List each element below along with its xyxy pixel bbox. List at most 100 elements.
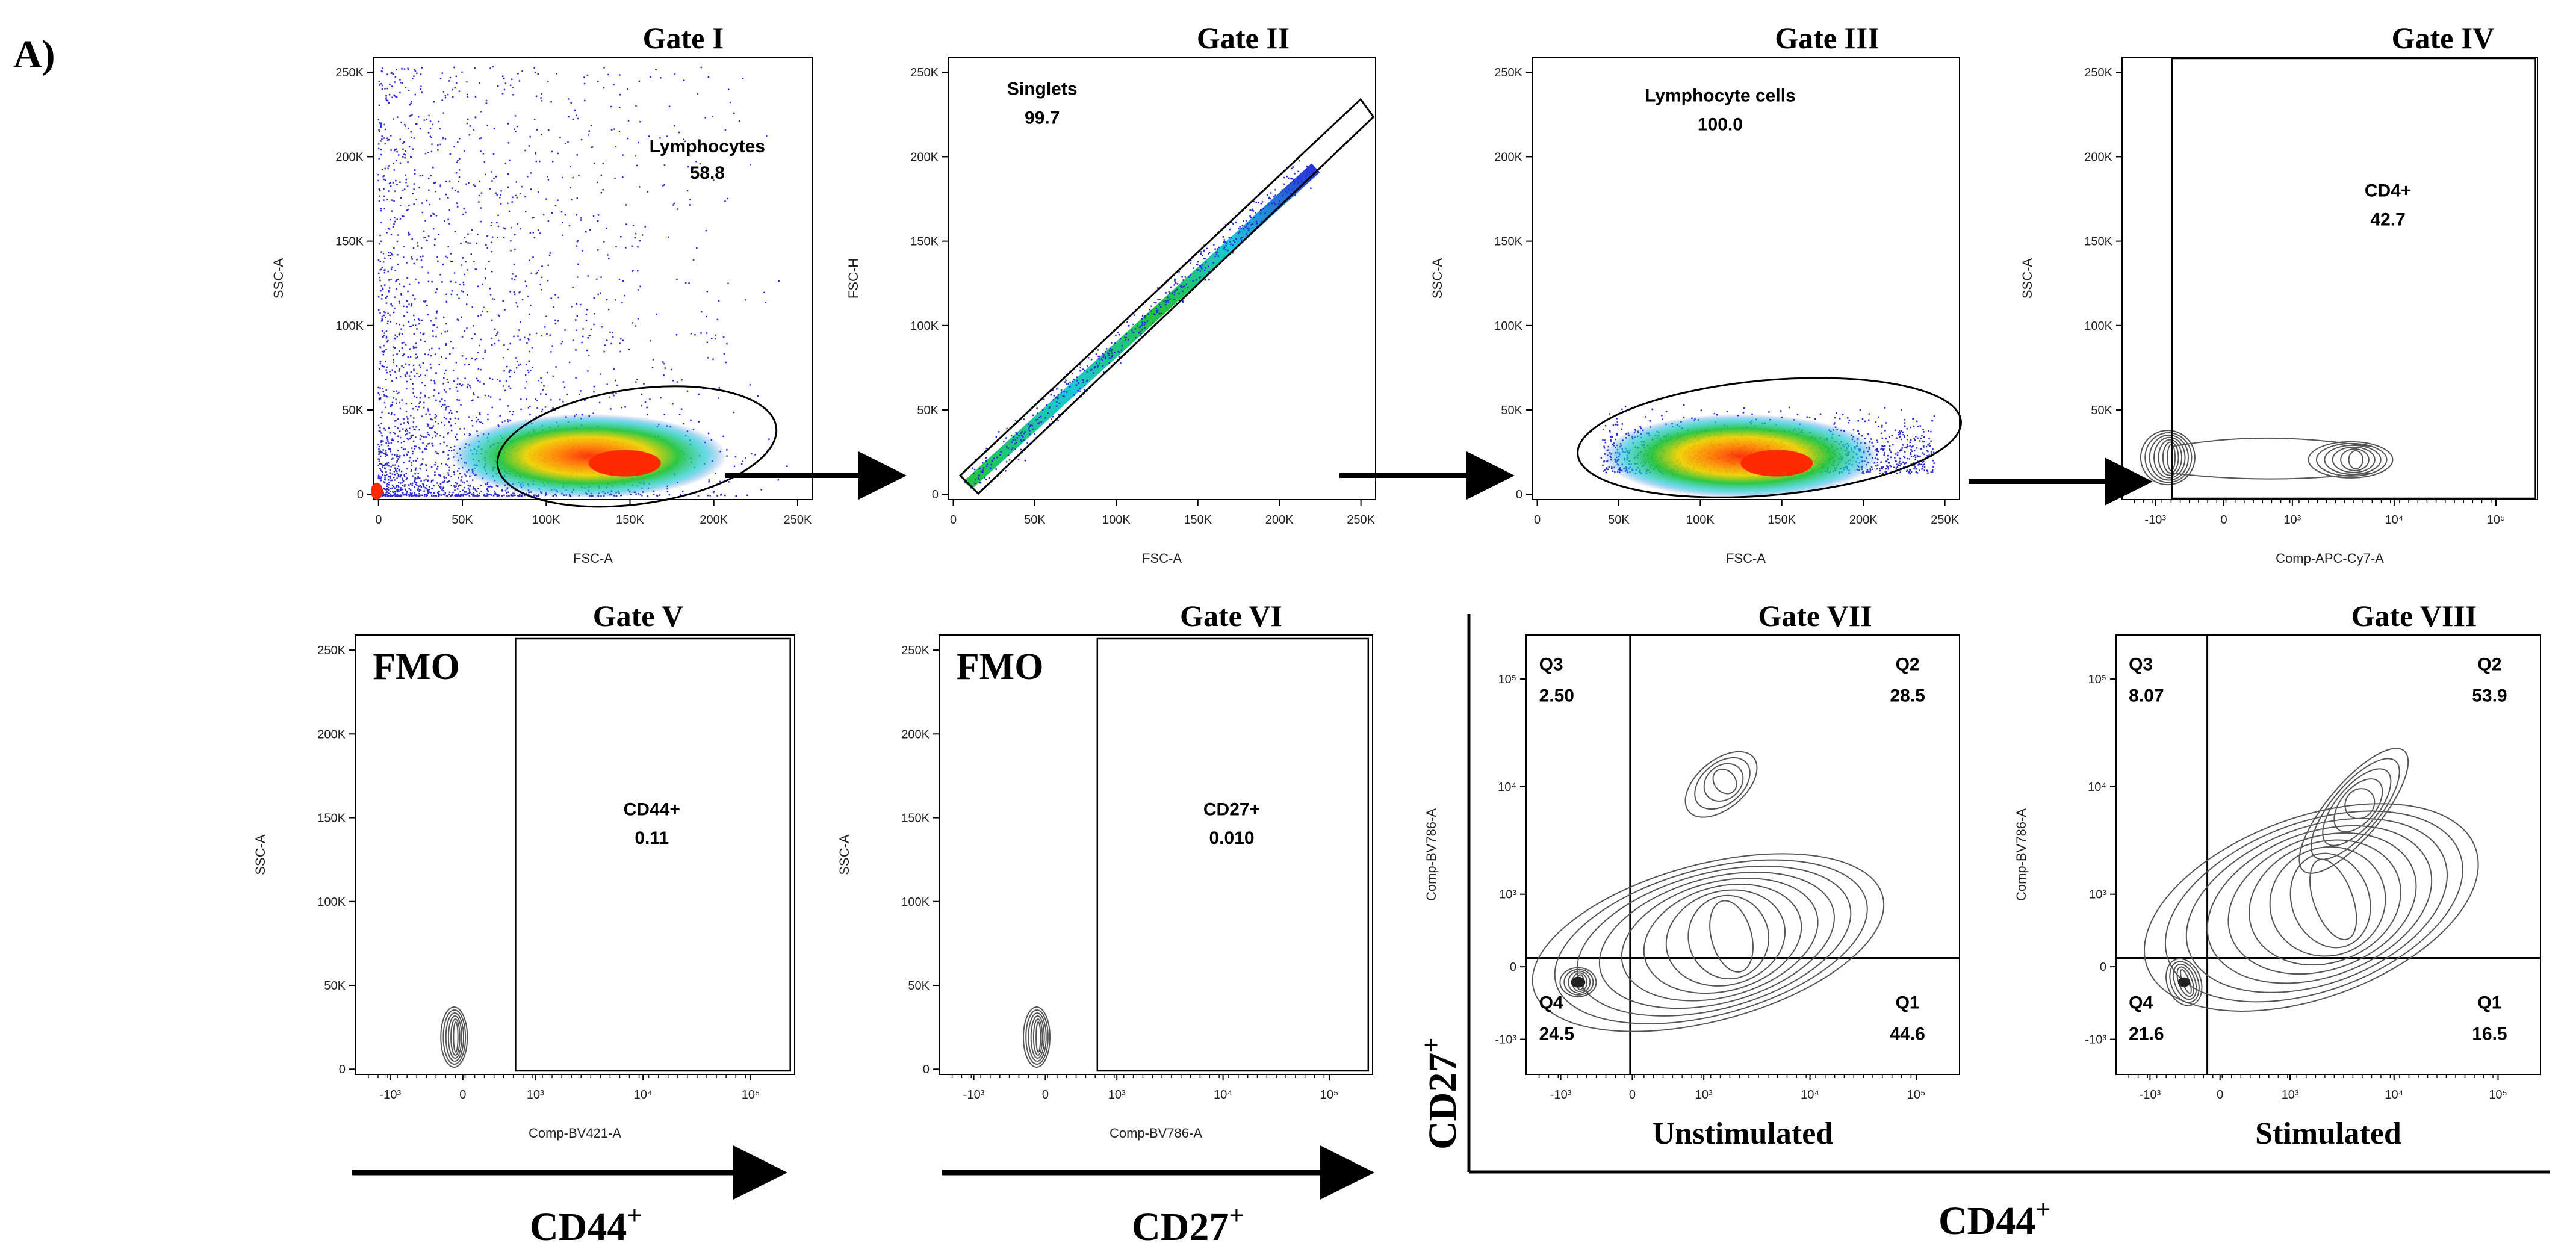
gate1-event-dot: [415, 199, 417, 200]
gate3-xlabel: FSC-A: [1726, 551, 1766, 566]
gate1-event-dot: [473, 394, 475, 395]
gate4-ytick-label: 50K: [2091, 404, 2112, 417]
gate1-event-dot: [397, 234, 399, 236]
gate3-event-dot: [1864, 420, 1866, 423]
gate1-event-dot: [445, 300, 447, 303]
gate1-event-dot: [457, 191, 459, 193]
gate1-event-dot: [507, 123, 509, 125]
gate1-event-dot: [461, 336, 464, 338]
gate1-event-dot: [406, 300, 408, 302]
gate1-event-dot: [544, 406, 547, 408]
gate1-event-dot: [456, 383, 459, 385]
gate2-event-dot: [1278, 203, 1280, 205]
gate2-event-dot: [1218, 246, 1220, 249]
gate2-event-dot: [1032, 428, 1034, 430]
gate3-event-dot: [1926, 450, 1928, 452]
gate3-event-dot: [1917, 464, 1919, 466]
gate1-event-dot: [397, 427, 399, 429]
gate1-event-dot: [403, 475, 406, 477]
gate1-event-dot: [541, 335, 543, 337]
gate2-event-dot: [1240, 237, 1242, 240]
gate1-event-dot: [612, 336, 614, 338]
gate2-event-dot: [1281, 189, 1283, 191]
gate1-event-dot: [453, 471, 455, 473]
gate1-event-dot: [436, 310, 438, 312]
gate1-event-dot: [393, 361, 395, 364]
gate3-event-dot: [1876, 464, 1879, 466]
gate1-event-dot: [394, 467, 396, 469]
gate1-event-dot: [390, 135, 392, 137]
gate1-event-dot: [706, 332, 708, 334]
gate1-event-dot: [406, 185, 409, 187]
gate1-event-dot: [718, 387, 721, 389]
gate2-event-dot: [1098, 358, 1100, 360]
gate2-event-dot: [1062, 395, 1064, 397]
gate8-panel: Gate VIII-10³ 0 10³ 10⁴ 10⁵-10³010³10⁴10⁵Sti…: [2014, 599, 2541, 1151]
gate1-event-dot: [399, 332, 401, 335]
gate1-event-dot: [391, 487, 393, 489]
gate1-event-dot: [397, 456, 399, 457]
gate2-event-dot: [1140, 332, 1142, 335]
gate1-event-dot: [527, 175, 529, 178]
gate2-event-dot: [1174, 279, 1176, 280]
gate1-event-dot: [459, 484, 462, 486]
gate1-event-dot: [387, 486, 390, 489]
gate2-event-dot: [974, 482, 976, 485]
gate3-event-dot: [1871, 442, 1873, 444]
gate1-event-dot: [524, 211, 527, 212]
gate1-event-dot: [518, 364, 520, 366]
gate1-event-dot: [411, 303, 413, 305]
gate3-event-dot: [1604, 424, 1607, 427]
gate7-contour-line: [1709, 900, 1754, 973]
gate1-event-dot: [448, 491, 451, 494]
gate2-event-dot: [1146, 320, 1149, 322]
gate1-event-dot: [398, 490, 400, 492]
gate2-event-dot: [1049, 406, 1051, 408]
gate1-event-dot: [389, 495, 391, 497]
gate1-event-dot: [383, 188, 385, 190]
gate1-event-dot: [519, 494, 521, 495]
gate3-event-dot: [1889, 462, 1890, 464]
gate1-event-dot: [442, 383, 444, 385]
gate1-event-dot: [485, 495, 486, 497]
gate4-ytick-label: 200K: [2084, 150, 2112, 164]
gate1-event-dot: [378, 450, 380, 453]
gate1-event-dot: [412, 421, 415, 423]
gate1-event-dot: [447, 246, 449, 247]
gate1-event-dot: [405, 479, 408, 480]
gate2-event-dot: [1174, 280, 1176, 282]
gate1-event-dot: [415, 460, 417, 462]
gate2-event-dot: [1182, 285, 1184, 288]
gate2-event-dot: [1147, 313, 1149, 315]
gate1-event-dot: [418, 495, 421, 497]
gate1-event-dot: [433, 485, 435, 487]
gate1-event-dot: [610, 129, 613, 131]
gate1-event-dot: [618, 107, 621, 108]
gate1-event-dot: [403, 305, 405, 308]
gate1-event-dot: [429, 120, 432, 122]
gate1-event-dot: [639, 120, 641, 123]
gate1-event-dot: [445, 293, 447, 296]
gate1-event-dot: [576, 315, 579, 317]
gate1-event-dot: [413, 262, 415, 265]
gate3-xtick-label: 100K: [1686, 513, 1715, 527]
gate2-event-dot: [1036, 407, 1038, 409]
gate1-event-dot: [570, 187, 571, 189]
gate1-event-dot: [430, 418, 432, 420]
gate1-event-dot: [394, 454, 396, 456]
gate1-event-dot: [727, 88, 730, 90]
gate1-event-dot: [697, 495, 700, 497]
gate1-event-dot: [436, 468, 438, 470]
gate1-event-dot: [388, 465, 390, 467]
gate1-event-dot: [378, 430, 380, 432]
gate3-event-dot: [1919, 455, 1921, 457]
gate1-event-dot: [397, 495, 399, 497]
gate1-event-dot: [535, 273, 538, 275]
gate1-event-dot: [532, 217, 533, 219]
gate1-event-dot: [600, 373, 601, 375]
gate1-event-dot: [562, 381, 565, 383]
gate3-event-dot: [1881, 437, 1884, 439]
gate1-event-dot: [397, 253, 399, 256]
gate1-event-dot: [477, 315, 479, 317]
gate3-event-dot: [1834, 417, 1836, 419]
